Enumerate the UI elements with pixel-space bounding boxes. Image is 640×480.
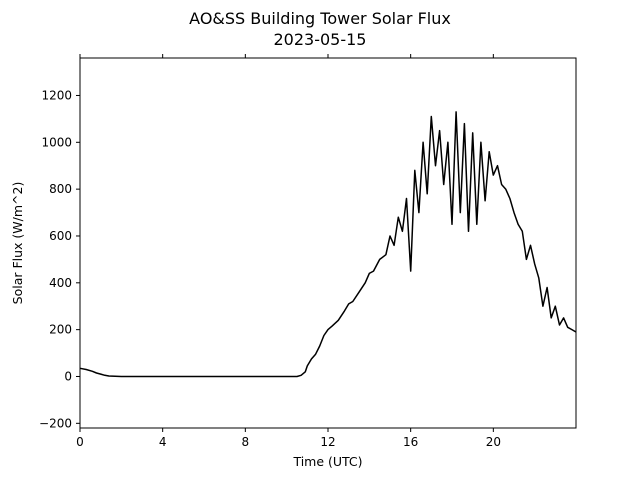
x-tick-label: 20 [486, 435, 501, 449]
y-tick-label: 1200 [41, 88, 72, 102]
x-tick-label: 0 [76, 435, 84, 449]
chart-subtitle: 2023-05-15 [274, 30, 367, 49]
y-tick-label: 0 [64, 369, 72, 383]
y-axis-label: Solar Flux (W/m^2) [10, 182, 25, 305]
y-tick-label: 200 [49, 323, 72, 337]
y-tick-label: 800 [49, 182, 72, 196]
x-axis-label: Time (UTC) [292, 454, 362, 469]
x-axis-ticks: 0 4 8 12 16 20 [76, 54, 501, 449]
chart-title: AO&SS Building Tower Solar Flux [189, 9, 451, 28]
y-axis-ticks: −200 0 200 400 600 800 1000 1200 [39, 88, 80, 430]
x-tick-label: 16 [403, 435, 418, 449]
x-tick-label: 4 [159, 435, 167, 449]
x-tick-label: 12 [320, 435, 335, 449]
plot-frame [79, 57, 577, 429]
y-tick-label: −200 [39, 416, 72, 430]
x-tick-label: 8 [242, 435, 250, 449]
y-tick-label: 1000 [41, 135, 72, 149]
y-tick-label: 600 [49, 229, 72, 243]
y-tick-label: 400 [49, 276, 72, 290]
solar-flux-line [79, 111, 577, 378]
